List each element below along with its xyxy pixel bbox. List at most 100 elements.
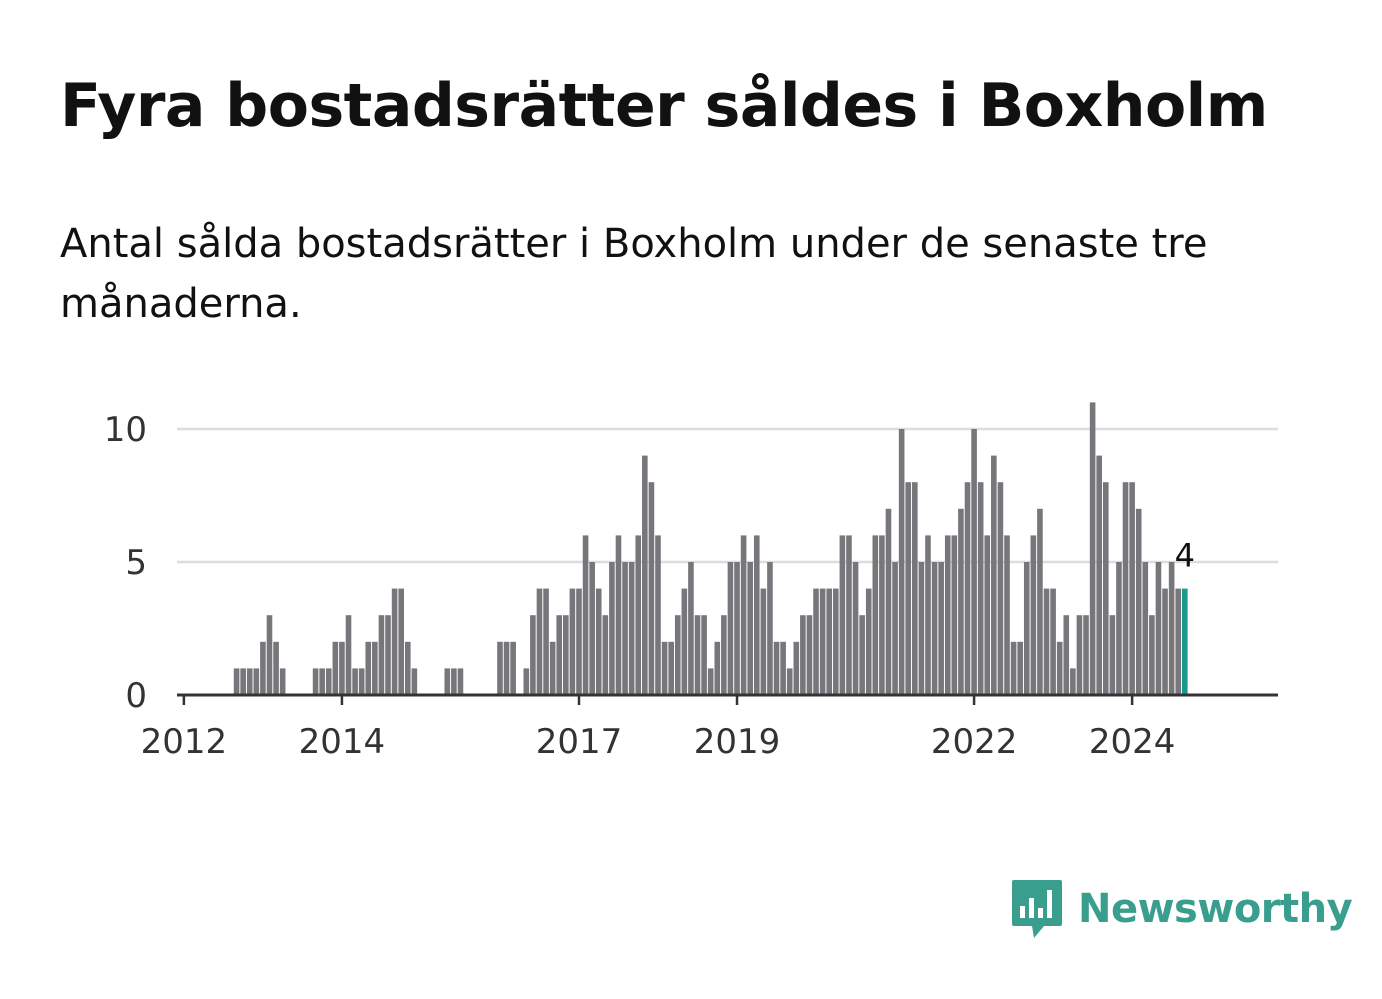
bar bbox=[872, 535, 879, 695]
bar bbox=[780, 641, 786, 695]
y-axis-labels: 0 5 10 bbox=[104, 410, 147, 716]
bar bbox=[378, 615, 385, 695]
x-tick-label: 2014 bbox=[299, 722, 386, 762]
bar bbox=[668, 641, 674, 695]
bar bbox=[385, 615, 391, 695]
bar bbox=[312, 668, 319, 695]
bar bbox=[674, 615, 681, 695]
gridlines bbox=[177, 427, 1278, 564]
bar bbox=[628, 562, 635, 695]
bar bbox=[266, 615, 273, 695]
last-value-label: 4 bbox=[1175, 537, 1195, 575]
bar bbox=[609, 562, 615, 695]
bar bbox=[365, 641, 372, 695]
bar bbox=[332, 641, 339, 695]
bar bbox=[773, 641, 780, 695]
bar bbox=[1089, 402, 1096, 695]
bar bbox=[852, 562, 859, 695]
y-tick-label: 5 bbox=[125, 543, 147, 583]
bar bbox=[931, 562, 938, 695]
bar bbox=[747, 562, 753, 695]
bar bbox=[1004, 535, 1010, 695]
bar bbox=[1030, 535, 1037, 695]
bar bbox=[556, 615, 563, 695]
bar bbox=[497, 641, 503, 695]
bar bbox=[846, 535, 852, 695]
bar bbox=[977, 482, 984, 695]
bar bbox=[635, 535, 642, 695]
bar bbox=[727, 562, 734, 695]
bar bbox=[1168, 562, 1175, 695]
y-tick-label: 10 bbox=[104, 410, 147, 450]
x-axis bbox=[177, 693, 1278, 705]
bar bbox=[964, 482, 971, 695]
bar bbox=[793, 641, 800, 695]
bar bbox=[1175, 588, 1182, 695]
bar bbox=[826, 588, 833, 695]
bar bbox=[279, 668, 286, 695]
bar bbox=[655, 535, 661, 695]
bar bbox=[740, 535, 747, 695]
bar bbox=[1122, 482, 1129, 695]
bar bbox=[530, 615, 536, 695]
bar bbox=[892, 562, 898, 695]
bar bbox=[958, 508, 964, 695]
bar bbox=[688, 562, 694, 695]
bar bbox=[451, 668, 457, 695]
bar bbox=[859, 615, 865, 695]
bar bbox=[536, 588, 543, 695]
bar bbox=[1142, 562, 1149, 695]
bar bbox=[240, 668, 246, 695]
bars bbox=[233, 402, 1188, 695]
bar bbox=[358, 668, 365, 695]
bar bbox=[905, 482, 912, 695]
bar bbox=[352, 668, 358, 695]
bar bbox=[1162, 588, 1168, 695]
bar bbox=[233, 668, 240, 695]
bar bbox=[1063, 615, 1070, 695]
bar bbox=[589, 562, 595, 695]
bar-highlight bbox=[1182, 588, 1188, 695]
bar bbox=[865, 588, 872, 695]
bar bbox=[806, 615, 813, 695]
bar bbox=[648, 482, 655, 695]
bar bbox=[898, 429, 905, 695]
bar bbox=[714, 641, 721, 695]
bar bbox=[615, 535, 622, 695]
bar bbox=[543, 588, 549, 695]
bar bbox=[701, 615, 707, 695]
bar bbox=[1043, 588, 1050, 695]
bar bbox=[563, 615, 569, 695]
bar bbox=[1102, 482, 1109, 695]
bar bbox=[595, 588, 602, 695]
bar bbox=[503, 641, 510, 695]
bar bbox=[253, 668, 260, 695]
bar bbox=[1149, 615, 1155, 695]
bar bbox=[885, 508, 892, 695]
x-tick-label: 2019 bbox=[694, 722, 781, 762]
bar bbox=[879, 535, 885, 695]
bar bbox=[819, 588, 826, 695]
bar bbox=[767, 562, 773, 695]
bar bbox=[339, 641, 345, 695]
bar bbox=[404, 641, 411, 695]
bar bbox=[523, 668, 530, 695]
annotations: 4 bbox=[1175, 537, 1195, 575]
bar bbox=[1050, 588, 1056, 695]
bar bbox=[734, 562, 740, 695]
bar bbox=[319, 668, 325, 695]
bar bbox=[1135, 508, 1142, 695]
bar bbox=[1023, 562, 1030, 695]
bar bbox=[1096, 455, 1102, 695]
bar bbox=[938, 562, 944, 695]
bar bbox=[345, 615, 352, 695]
newsworthy-logo: Newsworthy bbox=[1010, 878, 1353, 940]
bar bbox=[325, 668, 332, 695]
bar bbox=[457, 668, 464, 695]
bar bbox=[991, 455, 997, 695]
bar bbox=[444, 668, 451, 695]
bar bbox=[707, 668, 714, 695]
bar bbox=[1155, 562, 1162, 695]
bar bbox=[918, 562, 925, 695]
bar bbox=[813, 588, 819, 695]
